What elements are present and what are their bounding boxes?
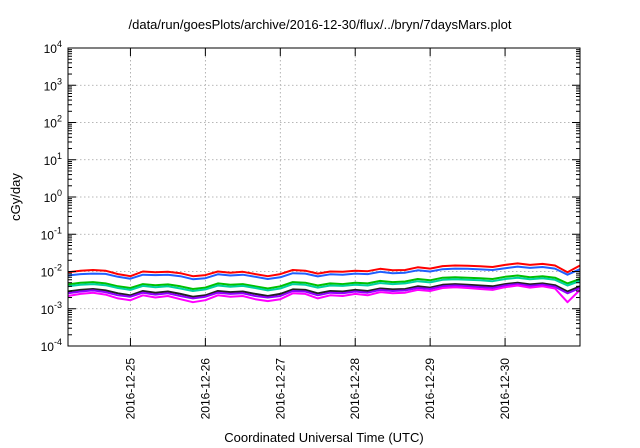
y-tick-base: 10 [44,79,58,93]
y-tick-base: 10 [41,303,55,317]
y-tick-label: 100 [44,188,62,205]
y-tick-label: 10-2 [41,263,62,280]
y-tick-base: 10 [41,266,55,280]
y-tick-label: 101 [44,151,62,168]
series-layer [67,262,581,304]
ticks [68,47,580,347]
series-line-5 [67,281,581,298]
series-line-7 [67,284,581,304]
y-tick-label: 102 [44,114,62,131]
y-tick-base: 10 [44,42,58,56]
series-line-1 [67,262,581,278]
series-line-3 [67,274,581,290]
y-tick-label: 104 [44,39,62,56]
y-axis-title: cGy/day [8,173,23,221]
x-tick-label: 2016-12-28 [348,358,362,420]
series-line-6 [67,283,581,300]
series-line-4 [67,276,581,292]
x-tick-label: 2016-12-25 [123,358,137,420]
y-tick-exponent: -2 [54,263,62,273]
series-line-2 [67,265,581,281]
y-tick-exponent: 3 [57,76,62,86]
y-tick-label: 103 [44,76,62,93]
y-tick-label: 10-1 [41,225,62,242]
y-tick-base: 10 [44,191,58,205]
y-tick-exponent: -3 [54,300,62,310]
x-tick-labels: 2016-12-25 2016-12-26 2016-12-27 2016-12-28… [123,358,512,420]
y-tick-base: 10 [44,117,58,131]
y-tick-exponent: 4 [57,39,62,49]
y-tick-exponent: -1 [54,225,62,235]
y-tick-exponent: 0 [57,188,62,198]
y-tick-label: 10-4 [41,337,62,354]
x-axis-title: Coordinated Universal Time (UTC) [224,430,423,445]
x-tick-label: 2016-12-27 [273,358,287,420]
y-tick-base: 10 [41,228,55,242]
y-tick-base: 10 [41,340,55,354]
grid [68,48,580,346]
y-tick-base: 10 [44,154,58,168]
y-tick-exponent: -4 [54,337,62,347]
x-tick-label: 2016-12-30 [498,358,512,420]
y-tick-label: 10-3 [41,300,62,317]
x-tick-label: 2016-12-29 [423,358,437,420]
y-tick-exponent: 2 [57,114,62,124]
y-tick-exponent: 1 [57,151,62,161]
x-tick-label: 2016-12-26 [198,358,212,420]
chart-title: /data/run/goesPlots/archive/2016-12-30/f… [128,17,512,32]
